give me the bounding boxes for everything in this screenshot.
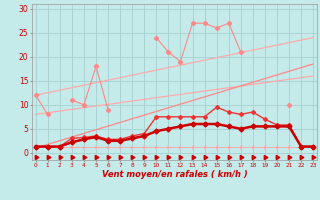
X-axis label: Vent moyen/en rafales ( km/h ): Vent moyen/en rafales ( km/h ) bbox=[101, 170, 247, 179]
